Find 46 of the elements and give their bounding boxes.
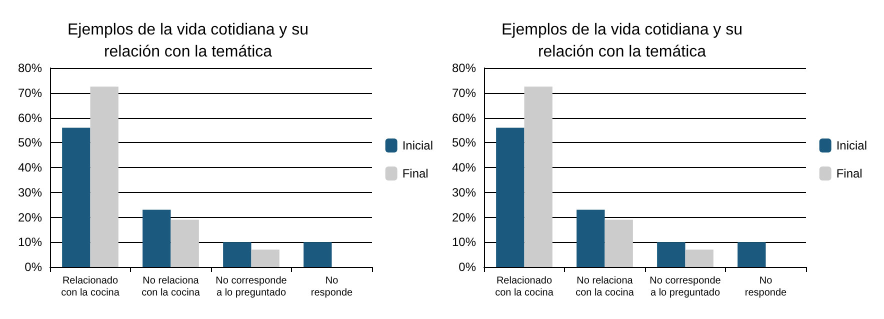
bar <box>576 210 605 267</box>
y-tick-label: 80% <box>18 61 42 75</box>
x-tick-label: No corresponde a lo preguntado <box>216 276 288 298</box>
bar <box>738 242 766 267</box>
y-tick-label: 0% <box>24 260 42 274</box>
x-tick-label: No relaciona con la cocina <box>142 276 200 298</box>
bar <box>90 86 118 267</box>
bar <box>142 210 171 267</box>
y-tick-label: 50% <box>452 136 476 150</box>
y-tick-label: 80% <box>452 61 476 75</box>
y-tick-label: 20% <box>18 210 42 224</box>
legend-label: Inicial <box>402 138 434 152</box>
bar <box>496 128 524 267</box>
x-tick-label: No responde <box>310 276 354 298</box>
bar <box>657 242 686 267</box>
y-tick-label: 70% <box>18 86 42 100</box>
bar <box>604 220 633 267</box>
x-tick-label: Relacionado con la cocina <box>61 276 120 298</box>
y-tick-label: 70% <box>452 86 476 100</box>
x-tick-label: No responde <box>744 276 788 298</box>
y-tick-label: 50% <box>18 136 42 150</box>
x-tick-label: No corresponde a lo preguntado <box>650 276 722 298</box>
bar <box>223 242 252 267</box>
bar <box>170 220 199 267</box>
legend-label: Final <box>402 166 428 180</box>
legend-label: Final <box>836 166 862 180</box>
chart-title: Ejemplos de la vida cotidiana y su relación con la temática <box>501 22 743 60</box>
bar <box>304 242 332 267</box>
y-tick-label: 60% <box>18 110 42 125</box>
y-tick-label: 40% <box>18 160 42 174</box>
bar <box>685 250 714 267</box>
y-tick-label: 0% <box>458 260 476 274</box>
y-tick-label: 60% <box>452 110 476 125</box>
bar <box>524 86 552 267</box>
x-tick-label: Relacionado con la cocina <box>495 276 554 298</box>
y-tick-label: 20% <box>452 210 476 224</box>
y-tick-label: 10% <box>452 235 476 250</box>
chart-title: Ejemplos de la vida cotidiana y su relación con la temática <box>67 22 309 60</box>
bar <box>251 250 280 267</box>
x-tick-label: No relaciona con la cocina <box>576 276 634 298</box>
y-tick-label: 40% <box>452 160 476 174</box>
y-tick-label: 30% <box>18 185 42 200</box>
y-tick-label: 30% <box>452 185 476 200</box>
bar <box>62 128 90 267</box>
y-tick-label: 10% <box>18 235 42 250</box>
legend-label: Inicial <box>836 138 868 152</box>
